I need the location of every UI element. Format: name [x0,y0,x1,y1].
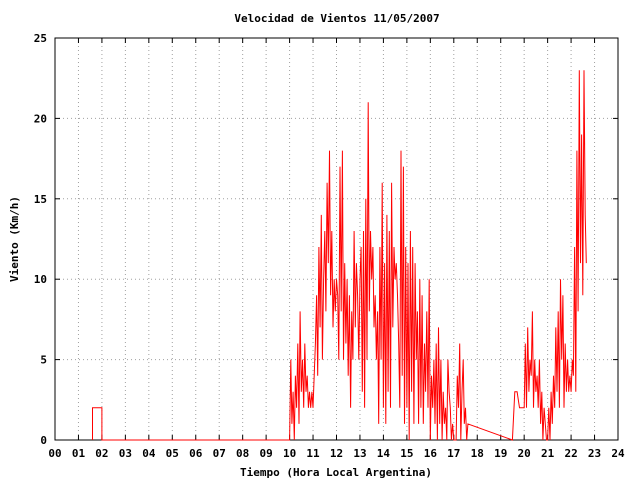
x-tick-label: 05 [166,447,179,460]
x-tick-labels: 00 01 02 03 04 05 06 07 08 09 10 11 12 13 14 15 16 17 18 19… [48,447,625,460]
x-tick-label: 07 [213,447,226,460]
x-tick-label: 08 [236,447,249,460]
y-axis-label: Viento (Km/h) [8,196,21,282]
x-tick-label: 24 [611,447,625,460]
x-tick-label: 03 [119,447,132,460]
x-tick-label: 18 [471,447,484,460]
x-tick-label: 01 [72,447,86,460]
series-group [92,70,587,441]
x-tick-label: 06 [189,447,203,460]
x-tick-label: 13 [353,447,366,460]
x-tick-label: 02 [95,447,108,460]
chart-title: Velocidad de Vientos 11/05/2007 [234,12,439,25]
x-tick-label: 21 [541,447,555,460]
y-tick-label: 15 [34,193,47,206]
x-tick-label: 22 [564,447,577,460]
y-tick-label: 0 [40,434,47,447]
grid [55,38,618,440]
y-tick-label: 5 [40,354,47,367]
x-tick-label: 20 [518,447,531,460]
x-tick-label: 04 [142,447,156,460]
y-tick-label: 20 [34,112,47,125]
x-tick-label: 15 [400,447,413,460]
wind-speed-line [92,70,587,441]
y-tick-labels: 0 5 10 15 20 25 [34,32,47,447]
x-tick-label: 17 [447,447,460,460]
y-tick-label: 10 [34,273,47,286]
x-tick-label: 16 [424,447,438,460]
y-tick-label: 25 [34,32,47,45]
x-tick-label: 11 [306,447,320,460]
plot-frame [54,37,619,441]
x-tick-label: 09 [260,447,273,460]
x-tick-label: 14 [377,447,391,460]
x-tick-label: 12 [330,447,343,460]
x-tick-label: 19 [494,447,507,460]
x-tick-label: 10 [283,447,296,460]
x-tick-label: 23 [588,447,601,460]
x-axis-label: Tiempo (Hora Local Argentina) [240,466,432,479]
x-tick-label: 00 [48,447,61,460]
